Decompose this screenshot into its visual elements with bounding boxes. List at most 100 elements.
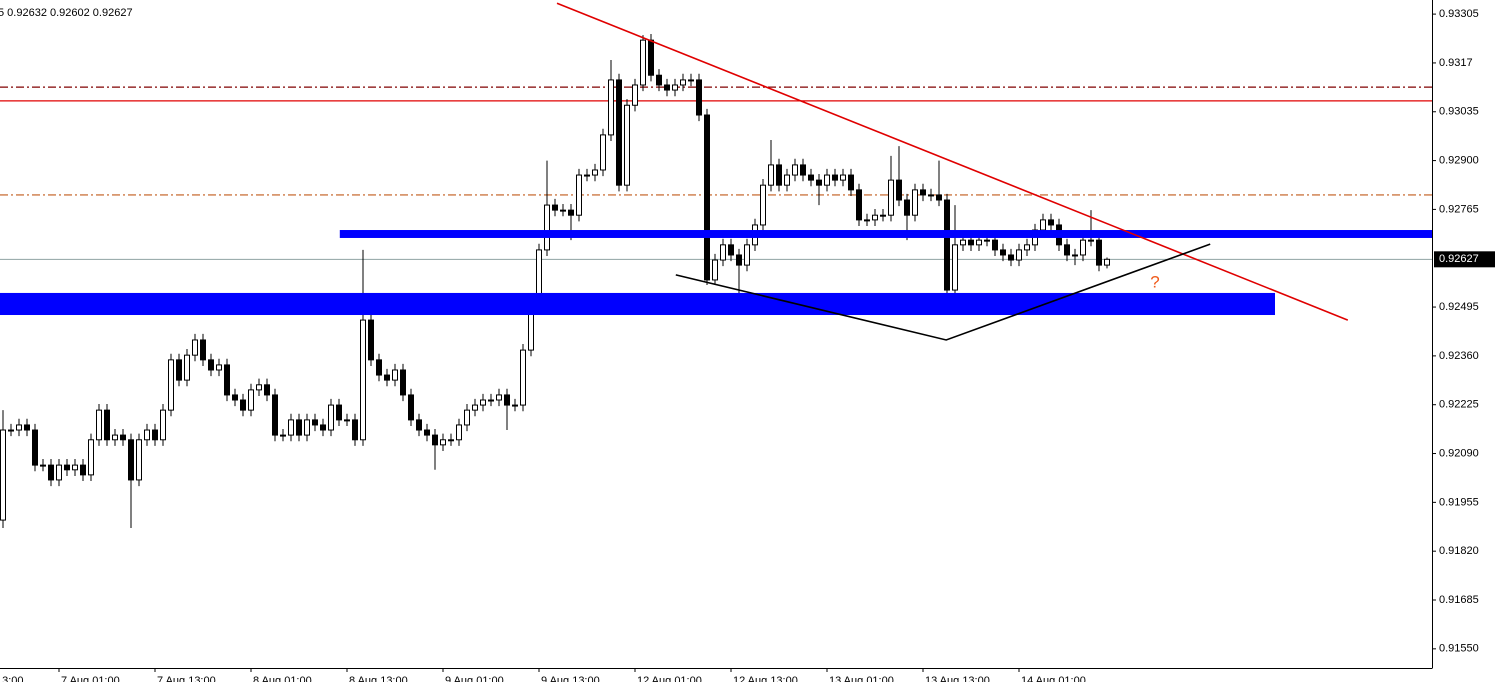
candle-body: [32, 429, 38, 466]
candle-body: [296, 419, 302, 436]
y-tick-label: 0.92765: [1439, 203, 1479, 215]
candle-body: [384, 374, 390, 381]
y-tick-label: 0.92360: [1439, 350, 1479, 362]
candle-body: [512, 404, 518, 407]
candle-body: [256, 384, 262, 391]
candle-body: [1072, 254, 1078, 257]
candle-body: [568, 209, 574, 216]
candle-body: [88, 439, 94, 476]
candle-body: [232, 394, 238, 401]
candle-body: [1080, 239, 1086, 256]
candle-body: [96, 409, 102, 441]
candle-body: [1024, 244, 1030, 251]
candle-body: [488, 399, 494, 402]
annotation: ?: [1150, 273, 1159, 292]
candle-body: [248, 389, 254, 411]
candle-body: [1096, 239, 1102, 266]
candle-body: [336, 404, 342, 421]
y-tick-label: 0.92225: [1439, 399, 1479, 411]
candle-body: [368, 319, 374, 361]
header-ohlc: 5 0.92632 0.92602 0.92627: [0, 7, 133, 19]
x-tick-label: 7 Aug 13:00: [157, 675, 216, 682]
candle-body: [840, 174, 846, 181]
candle-body: [760, 184, 766, 226]
candle-body: [208, 359, 214, 371]
candle-body: [864, 219, 870, 222]
candle-body: [664, 84, 670, 91]
y-tick-label: 0.91955: [1439, 496, 1479, 508]
candle-body: [640, 39, 646, 86]
candle-body: [264, 384, 270, 396]
candle-body: [1064, 244, 1070, 256]
candle-body: [360, 319, 366, 441]
candle-body: [800, 164, 806, 176]
candle-body: [400, 369, 406, 396]
candle-body: [984, 239, 990, 242]
y-tick-label: 0.92495: [1439, 301, 1479, 313]
candle-body: [648, 39, 654, 76]
candle-body: [344, 419, 350, 422]
candle-body: [472, 404, 478, 411]
trend-line: [675, 243, 1211, 341]
candle-body: [216, 364, 222, 371]
price-tag-label: 0.92627: [1439, 253, 1479, 265]
time-axis-bg: [0, 668, 1432, 682]
candle-body: [592, 169, 598, 176]
candle-body: [904, 199, 910, 216]
candle-body: [856, 189, 862, 221]
candle-body: [712, 259, 718, 281]
candle-body: [944, 199, 950, 291]
candle-body: [1048, 219, 1054, 226]
candle-body: [200, 339, 206, 361]
candle-body: [464, 409, 470, 426]
candle-body: [120, 434, 126, 441]
candle-body: [0, 429, 6, 521]
candle-body: [320, 424, 326, 431]
candle-body: [896, 179, 902, 201]
candle-body: [1040, 219, 1046, 231]
candle-body: [160, 409, 166, 441]
candle-body: [272, 394, 278, 436]
candle-body: [1088, 239, 1094, 242]
trend-line: [556, 2, 1349, 321]
candle-body: [832, 174, 838, 181]
x-tick-label: 9 Aug 13:00: [541, 675, 600, 682]
candle-body: [168, 359, 174, 411]
candle-body: [16, 424, 22, 431]
x-tick-label: 8 Aug 13:00: [349, 675, 408, 682]
candle-body: [544, 204, 550, 251]
candle-body: [672, 84, 678, 91]
candle-body: [80, 464, 86, 476]
candle-body: [144, 429, 150, 441]
candle-body: [992, 239, 998, 251]
candle-body: [312, 419, 318, 426]
candle-body: [848, 174, 854, 191]
candle-body: [520, 349, 526, 406]
candle-body: [328, 404, 334, 431]
candle-body: [456, 424, 462, 441]
x-tick-label: 12 Aug 13:00: [733, 675, 798, 682]
candle-body: [656, 74, 662, 86]
candle-body: [976, 239, 982, 246]
candle-body: [912, 189, 918, 216]
y-tick-label: 0.91550: [1439, 643, 1479, 655]
candle-body: [728, 244, 734, 256]
y-tick-label: 0.93035: [1439, 106, 1479, 118]
price-tag: [1434, 251, 1495, 268]
candle-body: [104, 409, 110, 441]
y-tick-label: 0.91820: [1439, 545, 1479, 557]
candle-body: [784, 174, 790, 186]
candle-body: [152, 429, 158, 441]
candle-body: [504, 394, 510, 406]
candle-body: [872, 214, 878, 221]
candle-body: [880, 214, 886, 217]
candle-body: [56, 464, 62, 481]
candle-body: [64, 464, 70, 471]
x-tick-label: 14 Aug 01:00: [1021, 675, 1086, 682]
candle-body: [1104, 258, 1110, 266]
y-tick-label: 0.92090: [1439, 447, 1479, 459]
candle-body: [416, 419, 422, 431]
y-tick-label: 0.93305: [1439, 8, 1479, 20]
